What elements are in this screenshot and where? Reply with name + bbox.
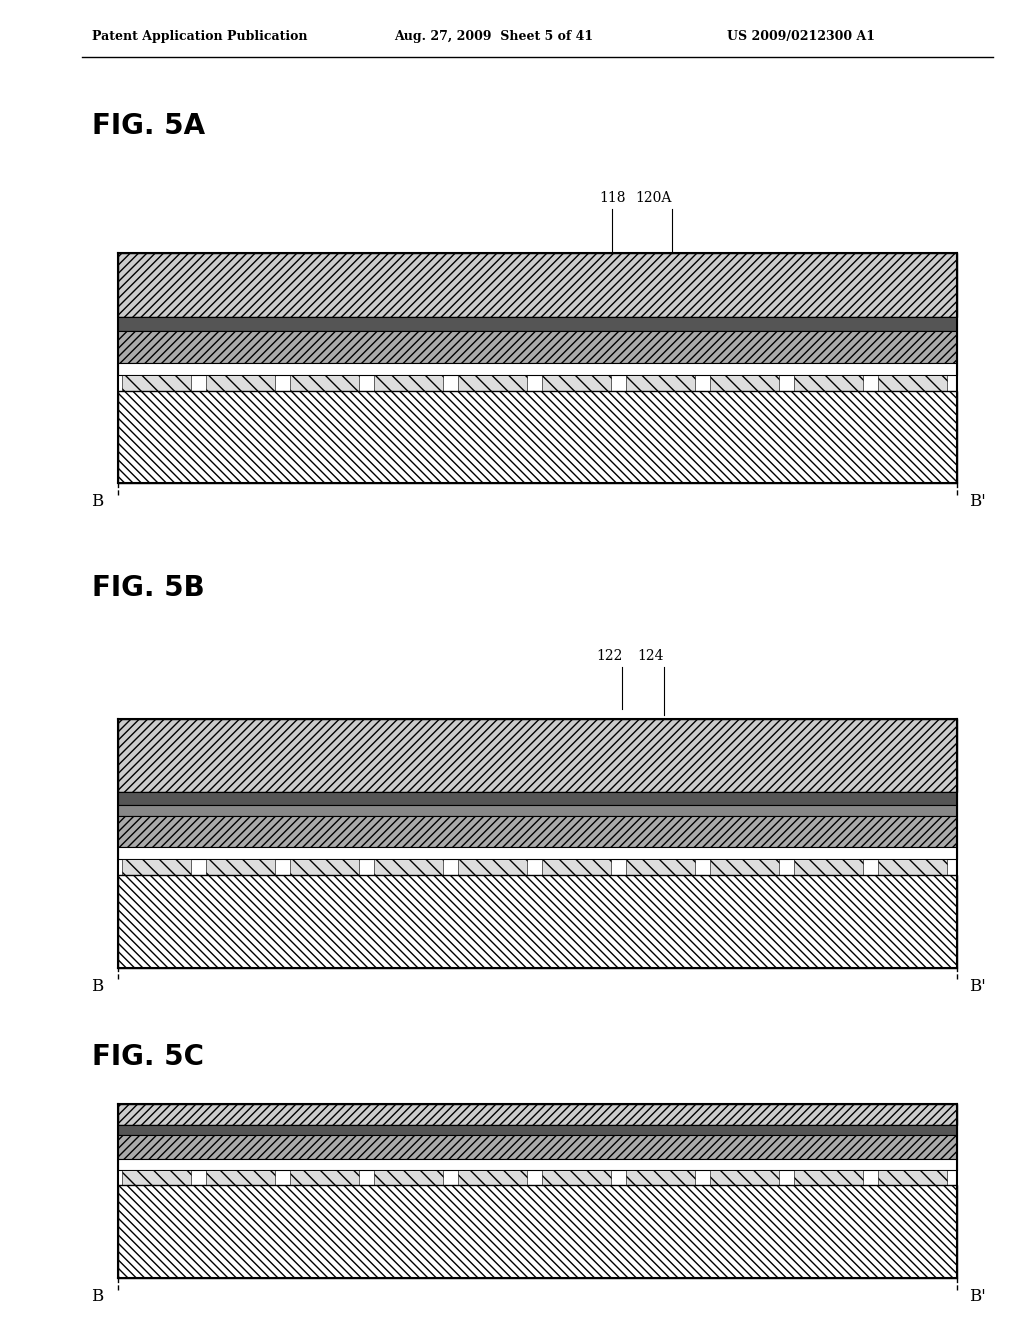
Bar — [118, 375, 957, 391]
Bar — [118, 792, 957, 805]
Bar — [118, 331, 957, 363]
Bar — [710, 1170, 779, 1185]
Bar — [878, 375, 947, 391]
Bar — [122, 375, 191, 391]
Bar — [118, 1104, 957, 1125]
Bar — [118, 391, 957, 483]
Bar — [118, 317, 957, 331]
Bar — [118, 719, 957, 792]
Bar — [206, 1170, 275, 1185]
Text: B: B — [91, 978, 103, 994]
Bar — [118, 816, 957, 847]
Bar — [626, 859, 695, 875]
Bar — [878, 1170, 947, 1185]
Text: B: B — [91, 1288, 103, 1304]
Bar — [626, 1170, 695, 1185]
Bar — [118, 1125, 957, 1135]
Bar — [374, 859, 443, 875]
Text: Patent Application Publication: Patent Application Publication — [92, 30, 307, 44]
Bar — [626, 375, 695, 391]
Bar — [710, 859, 779, 875]
Text: FIG. 5C: FIG. 5C — [92, 1043, 204, 1071]
Text: 122: 122 — [596, 648, 623, 663]
Bar — [118, 859, 957, 875]
Bar — [118, 875, 957, 968]
Text: B': B' — [970, 1288, 986, 1304]
Bar — [374, 375, 443, 391]
Bar — [458, 859, 527, 875]
Bar — [290, 1170, 359, 1185]
Text: B': B' — [970, 494, 986, 510]
Bar — [122, 859, 191, 875]
Bar — [118, 1159, 957, 1170]
Bar — [710, 375, 779, 391]
Bar — [878, 859, 947, 875]
Text: FIG. 5A: FIG. 5A — [92, 112, 205, 140]
Text: 118: 118 — [599, 190, 626, 205]
Bar — [118, 1185, 957, 1278]
Text: B': B' — [970, 978, 986, 994]
Bar — [118, 1170, 957, 1185]
Bar — [794, 375, 863, 391]
Bar — [458, 375, 527, 391]
Bar — [542, 859, 611, 875]
Bar — [118, 1135, 957, 1159]
Bar — [458, 1170, 527, 1185]
Text: US 2009/0212300 A1: US 2009/0212300 A1 — [727, 30, 876, 44]
Text: 124: 124 — [637, 648, 664, 663]
Bar — [290, 859, 359, 875]
Bar — [542, 1170, 611, 1185]
Text: B: B — [91, 494, 103, 510]
Text: 120A: 120A — [635, 190, 672, 205]
Bar — [290, 375, 359, 391]
Bar — [206, 859, 275, 875]
Bar — [118, 253, 957, 317]
Text: Aug. 27, 2009  Sheet 5 of 41: Aug. 27, 2009 Sheet 5 of 41 — [394, 30, 593, 44]
Bar — [118, 363, 957, 375]
Bar — [374, 1170, 443, 1185]
Bar — [542, 375, 611, 391]
Bar — [122, 1170, 191, 1185]
Bar — [118, 805, 957, 816]
Bar — [794, 859, 863, 875]
Text: FIG. 5B: FIG. 5B — [92, 574, 205, 602]
Bar — [206, 375, 275, 391]
Bar — [118, 847, 957, 859]
Bar — [794, 1170, 863, 1185]
